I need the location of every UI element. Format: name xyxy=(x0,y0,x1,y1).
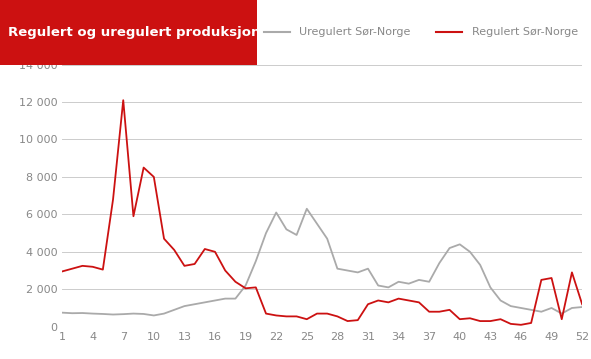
Text: Regulert og uregulert produksjon (MW): Regulert og uregulert produksjon (MW) xyxy=(8,26,305,39)
Text: Uregulert Sør-Norge: Uregulert Sør-Norge xyxy=(299,27,411,37)
Text: Regulert Sør-Norge: Regulert Sør-Norge xyxy=(472,27,578,37)
